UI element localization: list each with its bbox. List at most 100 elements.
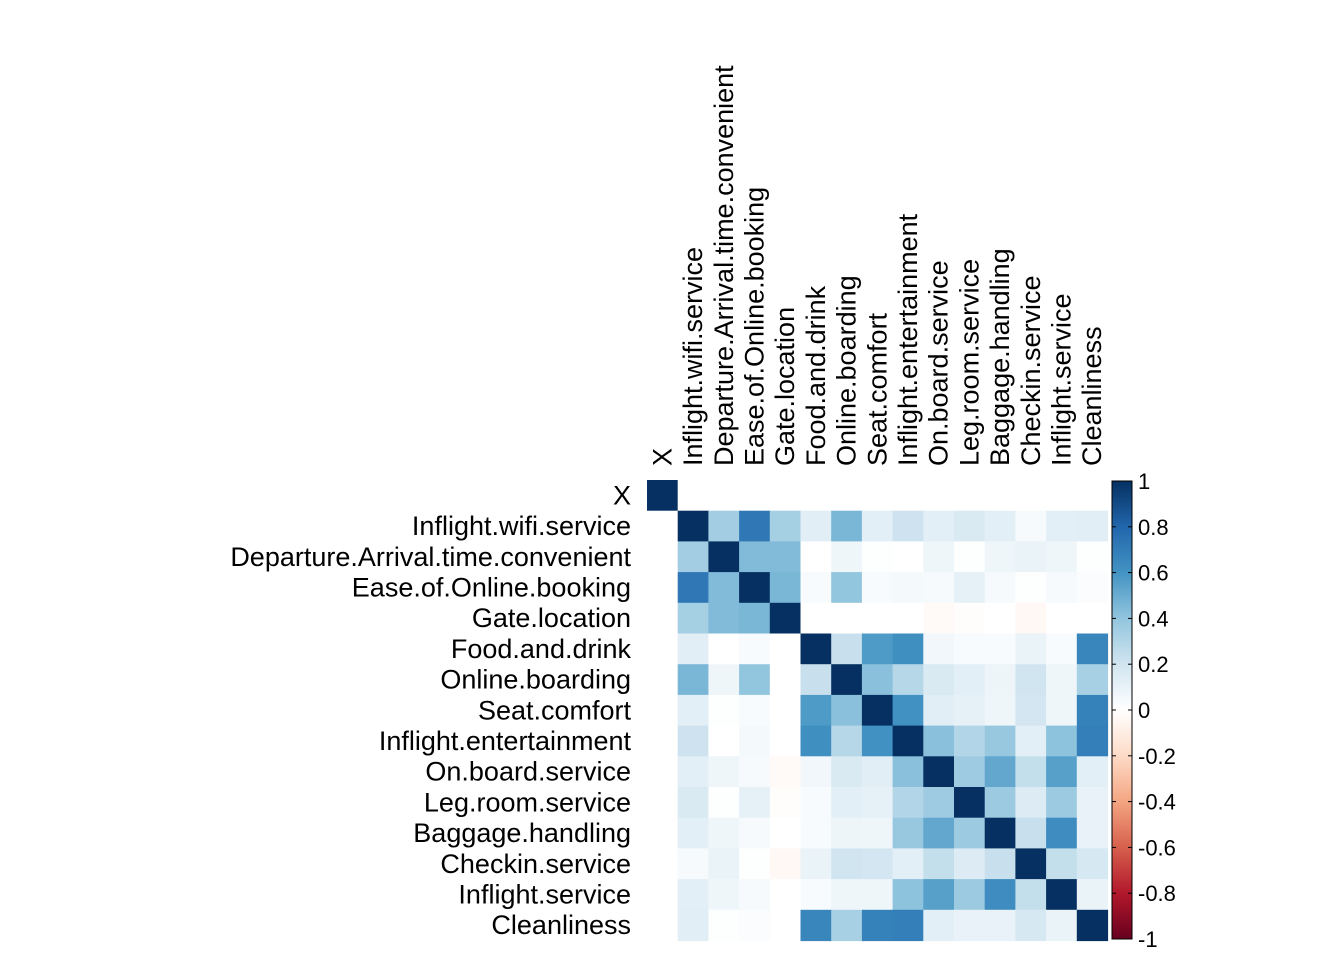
heatmap-cell [892, 725, 924, 757]
heatmap-cell [984, 756, 1016, 788]
colorbar-ticks: 1 0.8 0.6 0.4 0.2 0 -0.2 -0.4 -0.6 -0.8 -1 [1112, 469, 1176, 952]
heatmap-cell [923, 664, 955, 696]
heatmap-cell [800, 848, 832, 880]
heatmap-cell [954, 510, 986, 542]
heatmap-cell [708, 909, 740, 942]
heatmap-cell [739, 510, 771, 542]
heatmap-cell [708, 879, 740, 911]
heatmap-cell [923, 480, 955, 512]
heatmap-cell [1015, 879, 1047, 911]
heatmap-cell [647, 879, 679, 911]
heatmap-cell [954, 725, 986, 757]
heatmap-cell [769, 694, 802, 727]
heatmap-cell [708, 480, 740, 512]
heatmap-cell [739, 848, 771, 880]
heatmap-cell [739, 756, 771, 788]
colorbar-tick-label: 0 [1138, 698, 1150, 723]
heatmap-cell [861, 756, 894, 788]
heatmap-cell [1076, 480, 1109, 512]
heatmap-cell [739, 879, 771, 911]
row-label: On.board.service [425, 757, 631, 787]
heatmap-cell [1076, 510, 1109, 542]
heatmap-cell [800, 879, 832, 911]
heatmap-cell [769, 633, 802, 665]
row-labels: XInflight.wifi.serviceDeparture.Arrival.… [230, 480, 631, 940]
heatmap-cell [739, 572, 771, 604]
heatmap-cell [1015, 480, 1047, 512]
colorbar: 1 0.8 0.6 0.4 0.2 0 -0.2 -0.4 -0.6 -0.8 -1 [1111, 469, 1176, 952]
heatmap-cell [677, 787, 709, 819]
row-label: Cleanliness [491, 910, 631, 940]
heatmap-cell [1076, 602, 1109, 635]
heatmap-cell [1046, 879, 1078, 911]
row-label: Food.and.drink [451, 634, 632, 664]
heatmap-cell [1015, 817, 1047, 849]
heatmap-cell [923, 909, 955, 942]
heatmap-cell [984, 694, 1016, 727]
heatmap-cell [923, 817, 955, 849]
heatmap-cell [739, 725, 771, 757]
heatmap-cell [831, 879, 863, 911]
heatmap-cell [800, 572, 832, 604]
heatmap-cell [647, 633, 679, 665]
heatmap-cell [1015, 633, 1047, 665]
heatmap-cell [1076, 664, 1109, 696]
heatmap-cell [831, 633, 863, 665]
column-label: Departure.Arrival.time.convenient [709, 65, 739, 466]
heatmap-cell [923, 510, 955, 542]
heatmap-cell [1015, 725, 1047, 757]
heatmap-cell [1076, 756, 1109, 788]
heatmap-cell [923, 694, 955, 727]
heatmap-cell [647, 694, 679, 727]
heatmap-cell [647, 602, 679, 635]
colorbar-tick-label: 0.8 [1138, 515, 1169, 540]
heatmap-cell [800, 725, 832, 757]
heatmap-cell [800, 756, 832, 788]
heatmap-cell [647, 817, 679, 849]
heatmap-cells [647, 480, 1109, 942]
heatmap-cell [861, 541, 894, 573]
heatmap-cell [831, 664, 863, 696]
heatmap-cell [647, 848, 679, 880]
column-label: Food.and.drink [801, 285, 831, 466]
heatmap-cell [954, 480, 986, 512]
heatmap-cell [831, 817, 863, 849]
heatmap-cell [677, 480, 709, 512]
heatmap-cell [954, 633, 986, 665]
heatmap-cell [984, 541, 1016, 573]
heatmap-cell [861, 725, 894, 757]
heatmap-cell [954, 787, 986, 819]
heatmap-cell [1046, 756, 1078, 788]
heatmap-cell [769, 480, 802, 512]
heatmap-cell [1046, 602, 1078, 635]
column-label: Seat.comfort [862, 312, 892, 466]
column-label: On.board.service [924, 260, 954, 466]
heatmap-cell [831, 541, 863, 573]
colorbar-tick-label: -0.2 [1138, 744, 1176, 769]
heatmap-cell [861, 602, 894, 635]
heatmap-cell [677, 848, 709, 880]
heatmap-cell [800, 817, 832, 849]
heatmap-cell [677, 694, 709, 727]
heatmap-cell [769, 510, 802, 542]
heatmap-cell [647, 572, 679, 604]
heatmap-cell [831, 848, 863, 880]
heatmap-cell [861, 480, 894, 512]
heatmap-cell [892, 664, 924, 696]
heatmap-cell [1015, 756, 1047, 788]
heatmap-cell [1015, 909, 1047, 942]
heatmap-cell [739, 787, 771, 819]
heatmap-cell [892, 694, 924, 727]
heatmap-cell [861, 817, 894, 849]
column-label: Baggage.handling [985, 248, 1015, 466]
heatmap-cell [739, 909, 771, 942]
heatmap-cell [677, 756, 709, 788]
heatmap-cell [800, 664, 832, 696]
heatmap-cell [984, 848, 1016, 880]
heatmap-cell [1015, 541, 1047, 573]
heatmap-cell [831, 694, 863, 727]
heatmap-cell [1046, 664, 1078, 696]
heatmap-cell [861, 694, 894, 727]
heatmap-cell [1046, 787, 1078, 819]
heatmap-cell [677, 725, 709, 757]
